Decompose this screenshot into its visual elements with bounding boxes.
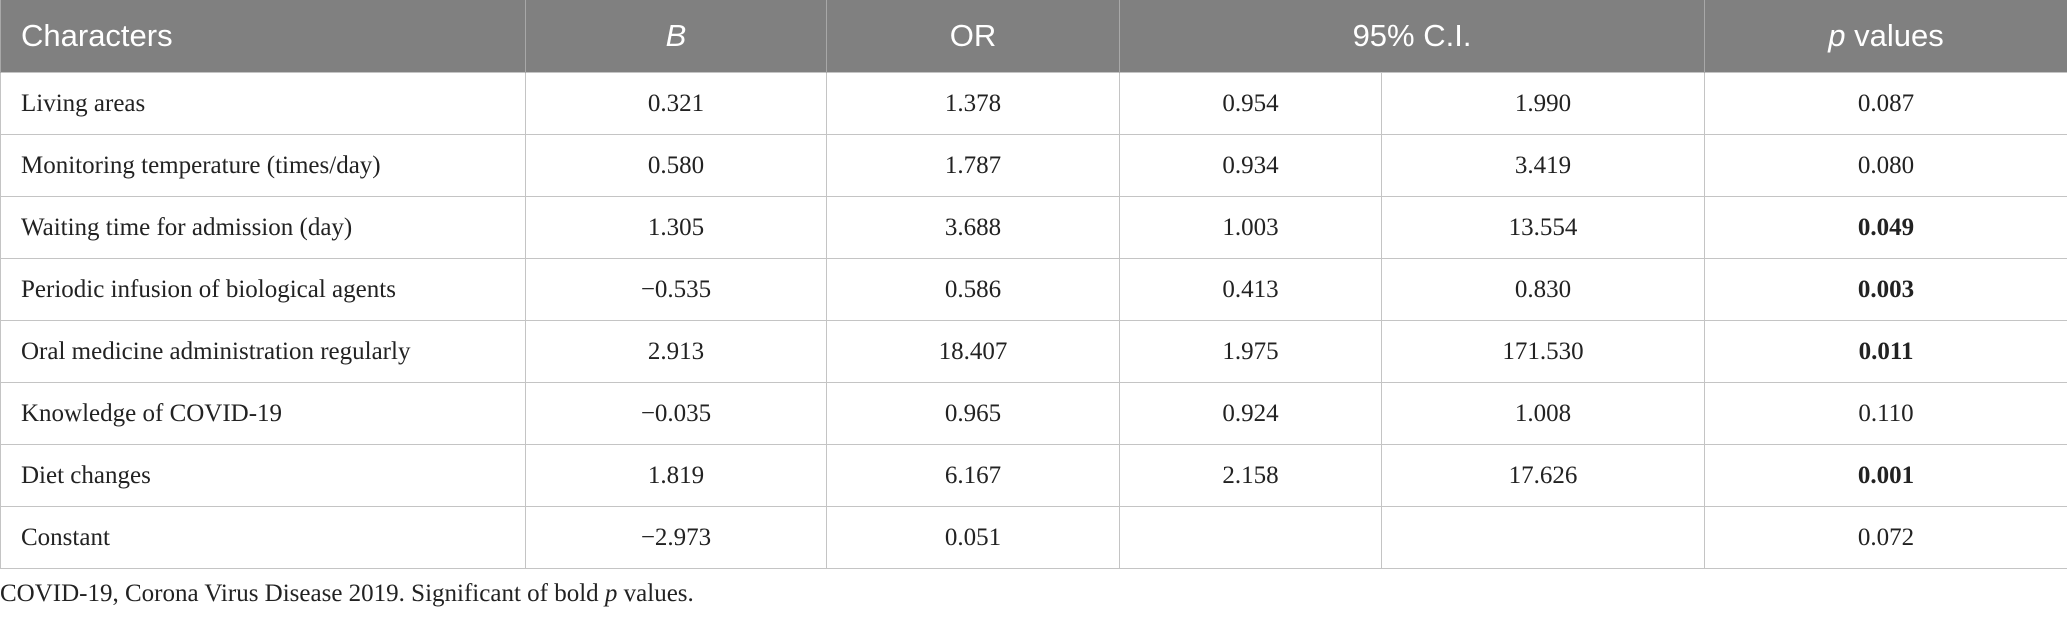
header-cell: 95% C.I. <box>1118 0 1706 73</box>
table-cell: 0.924 <box>1119 382 1382 445</box>
table-cell: 0.051 <box>826 506 1120 569</box>
table-cell: 0.954 <box>1119 72 1382 135</box>
table-cell: Periodic infusion of biological agents <box>0 258 526 321</box>
table-cell: −0.035 <box>525 382 827 445</box>
header-cell: B <box>525 0 827 73</box>
table-cell: 0.003 <box>1704 258 2067 321</box>
table-cell: 1.787 <box>826 134 1120 197</box>
table-cell: 0.080 <box>1704 134 2067 197</box>
table-cell: 1.990 <box>1380 72 1706 135</box>
table-cell: Monitoring temperature (times/day) <box>0 134 526 197</box>
table-cell: 0.830 <box>1380 258 1706 321</box>
results-table: Characters B OR 95% C.I. p values Living… <box>0 0 2067 569</box>
header-cell: p values <box>1704 0 2067 73</box>
table-cell: Constant <box>0 506 526 569</box>
table-cell: 171.530 <box>1380 320 1706 383</box>
footnote: COVID-19, Corona Virus Disease 2019. Sig… <box>0 580 694 608</box>
table-cell: Waiting time for admission (day) <box>0 196 526 259</box>
table-cell: 0.110 <box>1704 382 2067 445</box>
table-cell: Oral medicine administration regularly <box>0 320 526 383</box>
table-cell: 1.305 <box>525 196 827 259</box>
table-cell: −0.535 <box>525 258 827 321</box>
table-cell: Living areas <box>0 72 526 135</box>
footnote-text: p <box>604 580 618 607</box>
table-cell: 3.419 <box>1380 134 1706 197</box>
footnote-text: values. <box>623 580 694 607</box>
table-cell: 2.913 <box>525 320 827 383</box>
table-row: Oral medicine administration regularly 2.… <box>0 320 2067 383</box>
table-row: Periodic infusion of biological agents −0… <box>0 258 2067 321</box>
table-cell: 0.011 <box>1704 320 2067 383</box>
table-cell: Knowledge of COVID-19 <box>0 382 526 445</box>
table-cell: 0.580 <box>525 134 827 197</box>
table-row: Waiting time for admission (day) 1.305 3.6… <box>0 196 2067 259</box>
header-cell: Characters <box>0 0 526 73</box>
table-cell: 0.001 <box>1704 444 2067 507</box>
header-text: values <box>1854 18 1944 53</box>
table-cell: Diet changes <box>0 444 526 507</box>
table-cell: 3.688 <box>826 196 1120 259</box>
table-body: Living areas 0.321 1.378 0.954 1.990 0.087 Mon… <box>0 72 2067 569</box>
table-cell: 1.008 <box>1380 382 1706 445</box>
table-cell <box>1119 506 1382 569</box>
table-cell <box>1380 506 1706 569</box>
footnote-text: COVID-19, Corona Virus Disease 2019. Sig… <box>0 580 599 607</box>
table-cell: 17.626 <box>1380 444 1706 507</box>
table-cell: 0.934 <box>1119 134 1382 197</box>
table-cell: 18.407 <box>826 320 1120 383</box>
table-cell: 6.167 <box>826 444 1120 507</box>
table-row: Knowledge of COVID-19 −0.035 0.965 0.924 1.0… <box>0 382 2067 445</box>
table-cell: 1.819 <box>525 444 827 507</box>
header-row: Characters B OR 95% C.I. p values <box>0 0 2067 73</box>
table-cell: 0.087 <box>1704 72 2067 135</box>
table-row: Diet changes 1.819 6.167 2.158 17.626 0.001 <box>0 444 2067 507</box>
table-cell: 0.965 <box>826 382 1120 445</box>
table-row: Living areas 0.321 1.378 0.954 1.990 0.087 <box>0 72 2067 135</box>
table-cell: 13.554 <box>1380 196 1706 259</box>
table-cell: 1.975 <box>1119 320 1382 383</box>
header-cell: OR <box>826 0 1120 73</box>
table-cell: 0.413 <box>1119 258 1382 321</box>
header-text: p <box>1828 18 1846 53</box>
table-cell: 0.321 <box>525 72 827 135</box>
table-cell: 2.158 <box>1119 444 1382 507</box>
table-cell: −2.973 <box>525 506 827 569</box>
table-row: Monitoring temperature (times/day) 0.580 1… <box>0 134 2067 197</box>
table-row: Constant −2.973 0.051 0.072 <box>0 506 2067 569</box>
table-cell: 1.003 <box>1119 196 1382 259</box>
table-cell: 1.378 <box>826 72 1120 135</box>
table-cell: 0.072 <box>1704 506 2067 569</box>
header-text: B <box>665 18 687 53</box>
table-cell: 0.586 <box>826 258 1120 321</box>
table-cell: 0.049 <box>1704 196 2067 259</box>
